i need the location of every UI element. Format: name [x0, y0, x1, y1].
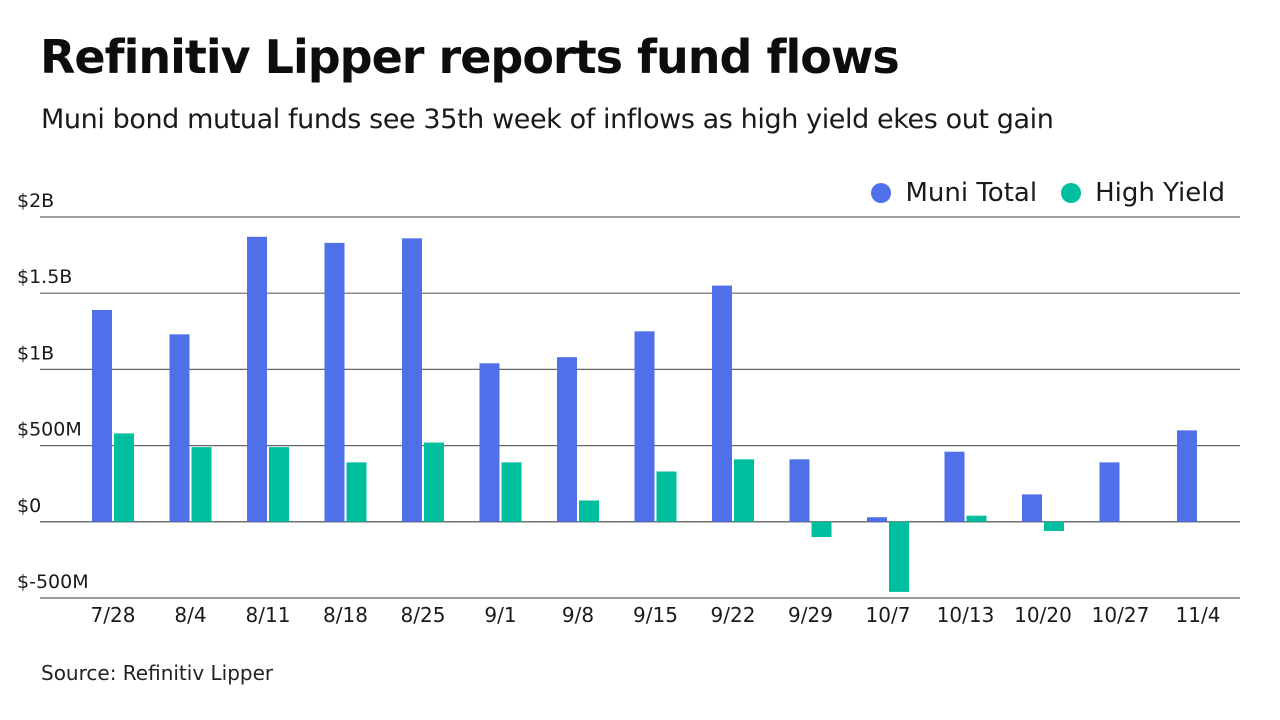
bar-high-yield — [191, 447, 212, 522]
x-tick-label: 9/15 — [633, 603, 678, 627]
y-axis: $2B $1.5B $1B $500M $0 $-500M — [17, 190, 89, 593]
bar-muni-total — [944, 451, 965, 522]
bar-high-yield — [269, 447, 289, 522]
y-tick-label: $-500M — [17, 571, 89, 593]
x-tick-label: 11/4 — [1176, 603, 1221, 627]
bar-muni-total — [402, 238, 422, 522]
y-tick-label: $500M — [17, 419, 82, 441]
legend-item-high-yield: High Yield — [1061, 178, 1225, 208]
x-tick-label: 10/20 — [1014, 603, 1072, 627]
bar-high-yield — [966, 515, 987, 522]
bar-muni-total — [247, 236, 267, 522]
bar-muni-total — [324, 242, 345, 522]
x-tick-label: 10/27 — [1092, 603, 1150, 627]
x-tick-label: 9/1 — [484, 603, 516, 627]
bar-high-yield — [889, 521, 909, 592]
chart-subtitle: Muni bond mutual funds see 35th week of … — [41, 104, 1054, 135]
legend: Muni Total High Yield — [847, 178, 1225, 208]
x-tick-label: 10/13 — [937, 603, 995, 627]
bar-muni-total — [1177, 430, 1197, 522]
bar-high-yield — [811, 521, 832, 538]
x-tick-label: 10/7 — [866, 603, 911, 627]
bar-muni-total — [867, 517, 887, 522]
legend-swatch-muni-total — [871, 183, 892, 203]
source-note: Source: Refinitiv Lipper — [41, 661, 274, 685]
x-tick-label: 8/4 — [174, 603, 206, 627]
x-axis: 7/28 8/4 8/11 8/18 8/25 9/1 9/8 9/15 9/22 9/29 10/… — [91, 603, 1221, 627]
legend-item-muni-total: Muni Total — [871, 178, 1037, 208]
x-tick-label: 8/11 — [246, 603, 291, 627]
x-tick-label: 8/18 — [323, 603, 368, 627]
bar-muni-total — [169, 334, 190, 522]
bar-high-yield — [579, 500, 599, 522]
y-tick-label: $1.5B — [17, 266, 72, 288]
legend-label-high-yield: High Yield — [1095, 178, 1225, 208]
x-tick-label: 8/25 — [401, 603, 446, 627]
bar-high-yield — [501, 462, 522, 522]
y-tick-label: $0 — [17, 495, 41, 517]
bar-muni-total — [712, 285, 732, 522]
x-tick-label: 9/29 — [788, 603, 833, 627]
x-tick-label: 9/22 — [711, 603, 756, 627]
bar-high-yield — [346, 462, 367, 522]
bar-muni-total — [1099, 462, 1120, 522]
bar-muni-total — [789, 459, 810, 522]
legend-label-muni-total: Muni Total — [905, 178, 1038, 208]
bar-high-yield — [656, 471, 677, 522]
bar-muni-total — [92, 309, 112, 522]
bar-high-yield — [424, 442, 444, 522]
y-tick-label: $2B — [17, 190, 54, 212]
bar-muni-total — [634, 331, 655, 522]
bar-muni-total — [1022, 494, 1042, 522]
bar-muni-total — [557, 357, 577, 522]
x-tick-label: 9/8 — [562, 603, 594, 627]
bars — [92, 236, 1197, 592]
bar-high-yield — [1044, 521, 1064, 531]
y-tick-label: $1B — [17, 342, 54, 364]
bar-high-yield — [734, 459, 754, 522]
x-tick-label: 7/28 — [91, 603, 136, 627]
bar-muni-total — [479, 363, 500, 522]
legend-swatch-high-yield — [1061, 183, 1082, 203]
bar-high-yield — [114, 433, 134, 522]
chart-title: Refinitiv Lipper reports fund flows — [40, 30, 900, 84]
